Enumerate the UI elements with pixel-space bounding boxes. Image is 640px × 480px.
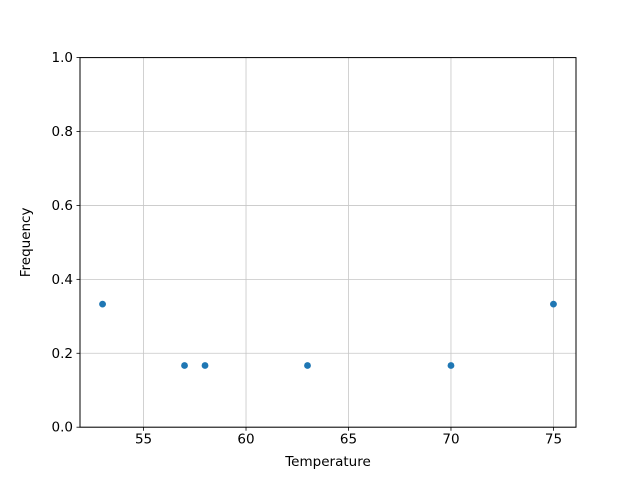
x-tick-label: 75 <box>545 432 562 448</box>
data-point <box>181 362 188 369</box>
y-tick-label: 0.0 <box>52 420 73 436</box>
data-point <box>550 300 557 308</box>
x-tick-label: 70 <box>442 432 459 448</box>
x-axis-label: Temperature <box>284 454 371 470</box>
data-point <box>447 362 455 369</box>
y-tick-label: 0.6 <box>52 198 73 214</box>
data-points <box>99 300 557 369</box>
x-tick-label: 60 <box>237 432 254 448</box>
y-tick-label: 0.2 <box>52 346 73 362</box>
grid-lines <box>80 57 576 428</box>
tick-labels: 55 60 65 70 75 0.0 0.2 0.4 0.6 0.8 1.0 <box>52 50 563 448</box>
data-point <box>99 300 106 308</box>
axis-ticks <box>76 57 554 431</box>
data-point <box>304 362 311 369</box>
x-tick-label: 55 <box>135 432 152 448</box>
x-tick-label: 65 <box>340 432 357 448</box>
y-tick-label: 1.0 <box>52 50 73 66</box>
y-tick-label: 0.4 <box>52 272 73 288</box>
plot-border <box>79 57 577 428</box>
data-point <box>201 362 209 369</box>
y-axis-label: Frequency <box>18 208 34 278</box>
y-tick-label: 0.8 <box>52 124 73 140</box>
